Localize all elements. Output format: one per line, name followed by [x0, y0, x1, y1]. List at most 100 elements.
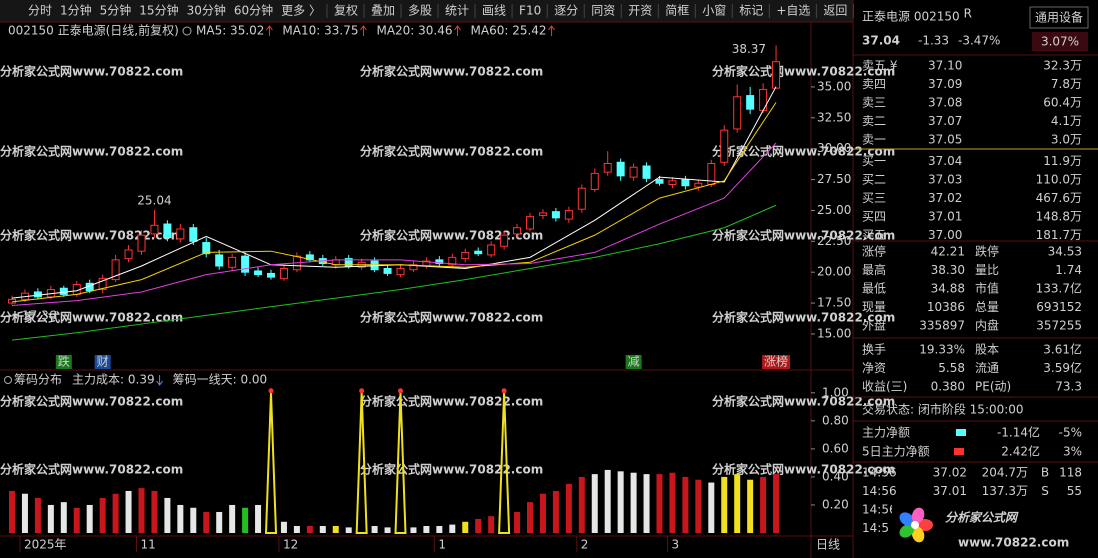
logo-petal [911, 507, 925, 524]
toolbar-button[interactable]: 开资 [628, 4, 652, 18]
toolbar-button[interactable]: 画线 [482, 4, 506, 18]
candle-body [228, 256, 237, 268]
toolbar-button[interactable]: F10 [519, 4, 541, 18]
stat-value: 1.74 [1055, 263, 1082, 277]
tick-price: 37.01 [933, 484, 967, 498]
stat-label: 最高 [862, 262, 886, 277]
chip-bar [708, 482, 715, 533]
stat-label: 跌停 [975, 244, 999, 259]
candle-body [720, 129, 729, 163]
flow-value: -1.14亿 [997, 425, 1040, 440]
toolbar-button[interactable]: 多股 [408, 4, 432, 18]
candle-body [551, 211, 560, 219]
spike-tip [501, 388, 507, 394]
pct-box-text: 3.07% [1041, 35, 1079, 49]
arrow-icon [156, 375, 163, 386]
chip-bar [669, 472, 676, 533]
event-marker: 减 [628, 355, 640, 369]
arrow-icon [360, 25, 367, 36]
toolbar-button[interactable]: 逐分 [554, 4, 578, 18]
chip-bar [21, 493, 28, 533]
toolbar-button[interactable]: 更多 〉 [281, 4, 321, 18]
legend-entry: MA60: 25.42 [471, 24, 547, 38]
y-tick-label: 22.50 [817, 234, 851, 248]
chip-bar [125, 490, 132, 533]
toolbar-button[interactable]: 30分钟 [187, 3, 226, 18]
toolbar-button[interactable]: 分时 [28, 4, 52, 18]
book-price: 37.08 [928, 96, 962, 110]
tick-count: 118 [1059, 466, 1082, 480]
toolbar-button[interactable]: 复权 [334, 4, 358, 18]
stat-value: 335897 [919, 319, 965, 333]
y-tick-label: 0.60 [822, 441, 849, 455]
watermark: 分析家公式网www.70822.com [712, 64, 895, 79]
chip-bar [462, 521, 469, 533]
y-tick-label: 27.50 [817, 172, 851, 186]
fund-value: 5.58 [938, 361, 965, 375]
chip-bar [177, 504, 184, 533]
candle-body [461, 251, 470, 260]
book-label: 卖三 [862, 96, 886, 110]
watermark: 分析家公式网www.70822.com [712, 310, 895, 325]
toolbar-button[interactable]: 15分钟 [139, 3, 178, 18]
toolbar-button[interactable]: 标记 [739, 4, 763, 18]
change: -1.33 [918, 34, 949, 48]
book-label: 卖一 [862, 133, 886, 147]
legend-entry: MA10: 33.75 [282, 24, 358, 38]
toolbar-button[interactable]: 1分钟 [60, 3, 92, 18]
watermark: 分析家公式网www.70822.com [0, 228, 183, 243]
chip-bar [280, 521, 287, 533]
toolbar-button[interactable]: 60分钟 [234, 3, 273, 18]
toolbar-button[interactable]: 5分钟 [100, 3, 132, 18]
book-label: 买三 [862, 191, 886, 205]
candle-body [603, 163, 612, 173]
industry: 通用设备 [1035, 11, 1083, 25]
event-bg [55, 355, 72, 369]
annotation: 38.37 [732, 42, 766, 56]
stat-label: 涨停 [862, 244, 886, 259]
toolbar-button[interactable]: 叠加 [371, 4, 395, 18]
toolbar-button[interactable]: 简框 [665, 4, 689, 18]
chip-spike [355, 392, 368, 534]
fund-label: 换手 [862, 343, 886, 357]
candle-body [396, 267, 405, 276]
toolbar-button[interactable]: 统计 [445, 4, 469, 18]
flow-label: 5日主力净额 [862, 445, 930, 459]
indicator-title: 筹码一线天: 0.00 [173, 373, 268, 387]
toolbar-button[interactable]: 返回 [823, 4, 847, 18]
tick-volume: 204.7万 [982, 466, 1028, 480]
candle-body [538, 212, 547, 216]
book-volume: 32.3万 [1043, 59, 1082, 73]
tick-time: 14:56 [862, 484, 897, 498]
flow-pct: 3% [1063, 445, 1082, 459]
chip-bar [242, 507, 249, 533]
logo-petal [899, 512, 915, 526]
book-price: 37.07 [928, 114, 962, 128]
candle-body [163, 223, 172, 239]
arrow-icon [266, 25, 273, 36]
fund-value: 3.59亿 [1043, 360, 1082, 375]
stat-label: 外盘 [862, 318, 886, 333]
flow-pct: -5% [1059, 426, 1082, 440]
event-marker: 涨榜 [764, 354, 788, 369]
flow-value: 2.42亿 [1001, 444, 1040, 459]
logo-petal [917, 519, 933, 531]
toolbar-button[interactable]: +自选 [776, 4, 810, 18]
book-label: 买二 [862, 173, 886, 187]
candle-body [189, 227, 198, 242]
candle-body [176, 228, 185, 240]
stat-label: 市值 [975, 281, 999, 296]
chip-bar [151, 490, 158, 533]
watermark: 分析家公式网www.70822.com [712, 144, 895, 159]
ma-line [11, 204, 777, 341]
watermark: 分析家公式网www.70822.com [360, 310, 543, 325]
spike-tip [398, 388, 403, 394]
candle-body [150, 224, 159, 235]
toolbar-button[interactable]: 同资 [591, 4, 615, 18]
chip-bar [643, 474, 650, 533]
stat-value: 38.30 [931, 263, 965, 277]
candle-body [202, 242, 211, 255]
book-volume: 148.8万 [1036, 210, 1082, 224]
toolbar-button[interactable]: 小窗 [702, 4, 726, 18]
candle-body [254, 270, 263, 276]
